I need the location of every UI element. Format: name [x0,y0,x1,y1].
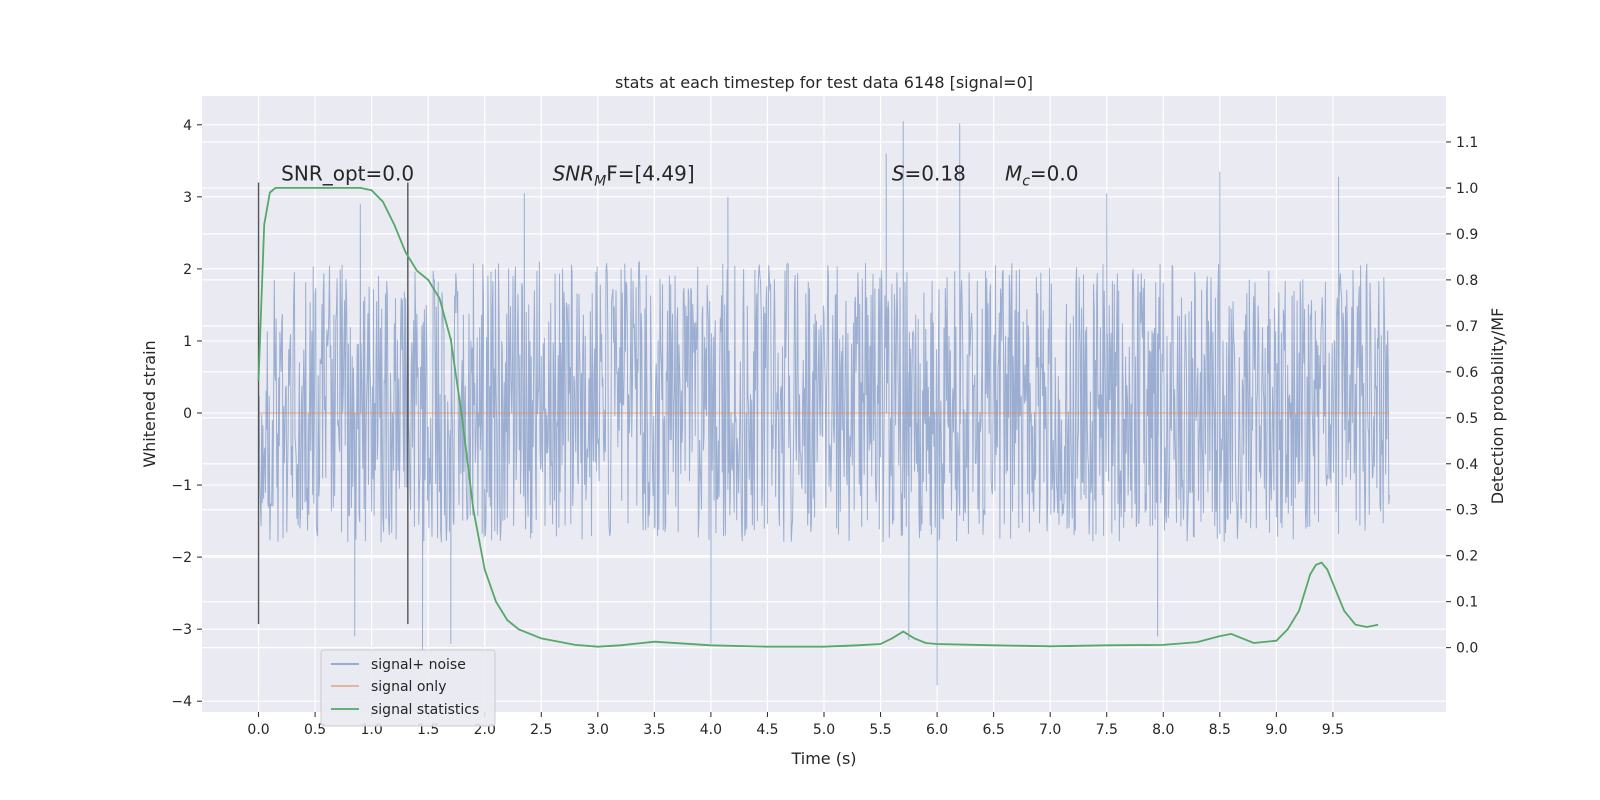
x-tick-label: 6.0 [926,722,948,738]
signal-plus-noise-line [258,121,1390,686]
x-tick-label: 9.5 [1322,722,1344,738]
y2-tick-label: 0.1 [1456,595,1478,611]
annotations: SNR_opt=0.0 SNRMF=[4.49] S=0.18 Mc=0.0 [281,161,1078,189]
y2-tick-label: 0.8 [1456,273,1478,289]
y2-tick-label: 1.1 [1456,135,1478,151]
y-tick-label: 2 [183,262,192,278]
x-tick-label: 2.5 [530,722,552,738]
y2-tick-label: 0.3 [1456,503,1478,519]
signal-plus-noise-series [258,121,1390,686]
x-axis-label: Time (s) [790,749,856,768]
y2-axis-label: Detection probability/MF [1488,308,1507,505]
legend-label-signal-only: signal only [371,679,446,695]
y-tick-label: −4 [171,694,192,710]
y2-tick-label: 0.9 [1456,227,1478,243]
y-tick-label: −3 [171,622,192,638]
x-tick-label: 6.5 [983,722,1005,738]
y-tick-label: −1 [171,478,192,494]
y2-tick-label: 0.5 [1456,411,1478,427]
x-tick-label: 5.5 [869,722,891,738]
y-tick-label: 3 [183,190,192,206]
legend-label-signal-plus-noise: signal+ noise [371,657,466,673]
legend: signal+ noise signal only signal statist… [320,649,496,727]
y-tick-label: 0 [183,406,192,422]
x-tick-label: 0.5 [304,722,326,738]
x-tick-label: 3.0 [587,722,609,738]
y2-tick-label: 0.4 [1456,457,1478,473]
annotation-text: S=0.18 [892,161,966,185]
chart-title: stats at each timestep for test data 614… [615,73,1033,92]
annotation-text: SNR_opt=0.0 [281,161,414,185]
y-axis-label: Whitened strain [140,340,159,467]
x-tick-label: 7.0 [1039,722,1061,738]
x-tick-label: 9.0 [1265,722,1287,738]
legend-label-signal-statistics: signal statistics [371,702,479,718]
x-tick-label: 3.5 [643,722,665,738]
annotation-text: Mc=0.0 [1005,161,1079,189]
y-tick-label: −2 [171,550,192,566]
x-tick-label: 5.0 [813,722,835,738]
legend-box [320,649,496,727]
y-tick-label: 4 [183,118,192,134]
signal-statistics-series [257,187,1379,648]
y2-tick-label: 0.2 [1456,549,1478,565]
y2-tick-label: 0.6 [1456,365,1478,381]
signal-statistics-line [257,187,1379,648]
x-tick-label: 4.5 [756,722,778,738]
y-tick-label: 1 [183,334,192,350]
x-tick-label: 8.0 [1152,722,1174,738]
y2-tick-label: 0.0 [1456,641,1478,657]
y2-axis-ticks: 1.1 1.0 0.9 0.8 0.7 0.6 0.5 0.4 0.3 0.2 0.1 0.0 [1446,135,1478,657]
y-axis-ticks: 4 3 2 1 0 −1 −2 −3 −4 [171,118,202,710]
x-tick-label: 4.0 [700,722,722,738]
x-tick-label: 8.5 [1209,722,1231,738]
annotation-text: SNRMF=[4.49] [553,161,695,189]
y2-tick-label: 0.7 [1456,319,1478,335]
x-tick-label: 0.0 [247,722,269,738]
x-tick-label: 7.5 [1096,722,1118,738]
y2-tick-label: 1.0 [1456,181,1478,197]
